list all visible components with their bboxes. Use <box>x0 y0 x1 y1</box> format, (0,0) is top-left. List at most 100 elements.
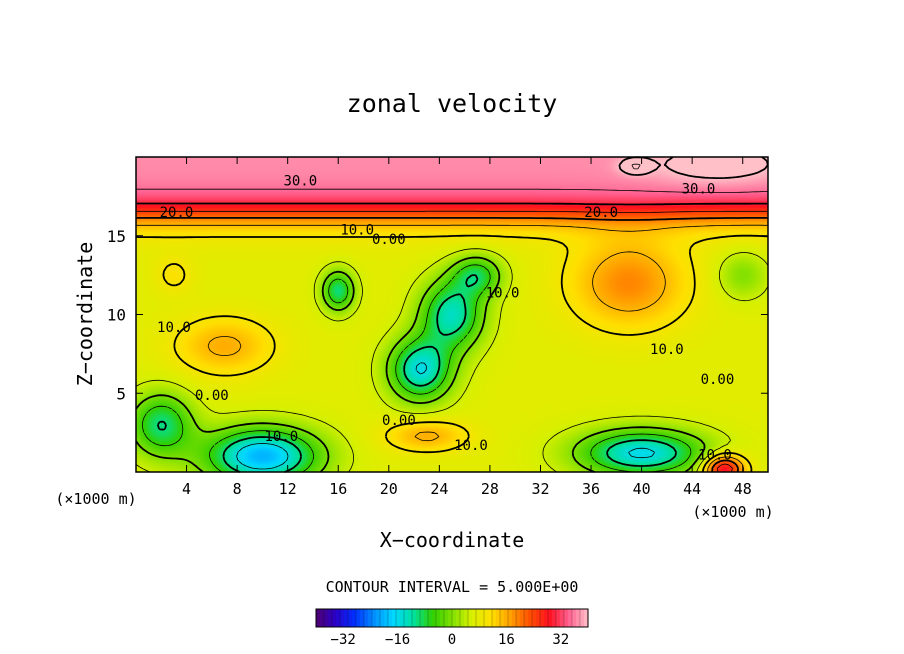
x-tick-label: 28 <box>481 480 499 498</box>
colorbar-cell <box>528 609 533 627</box>
colorbar-cell <box>536 609 541 627</box>
colorbar-cell <box>404 609 409 627</box>
colorbar-cell <box>564 609 569 627</box>
colorbar-cell <box>560 609 565 627</box>
contour-line <box>135 234 769 473</box>
x-unit-left: (×1000 m) <box>55 490 136 508</box>
x-tick-label: 4 <box>182 480 191 498</box>
contour-label: 20.0 <box>584 205 618 221</box>
contour-line <box>136 224 768 473</box>
colorbar-cell <box>448 609 453 627</box>
colorbar-cell <box>556 609 561 627</box>
contour-labels: 30.0 30.020.0 20.010.00.0010.010.010.00.00… <box>157 174 734 464</box>
colorbar-cell <box>552 609 557 627</box>
colorbar-cell <box>580 609 585 627</box>
colorbar-cell <box>432 609 437 627</box>
x-tick-label: 24 <box>430 480 448 498</box>
x-tick-label: 44 <box>683 480 701 498</box>
colorbar-cell <box>436 609 441 627</box>
contour-label: 10.0 <box>340 222 374 238</box>
colorbar-cell <box>516 609 521 627</box>
contour-line <box>136 188 769 193</box>
contour-label: 0.00 <box>701 372 735 388</box>
colorbar-cell <box>548 609 553 627</box>
colorbar-cell <box>376 609 381 627</box>
colorbar-tick-label: 0 <box>448 632 456 648</box>
contour-line <box>142 264 692 473</box>
colorbar-cell <box>316 609 321 627</box>
x-axis-label: X−coordinate <box>380 528 525 552</box>
colorbar-cell <box>468 609 473 627</box>
contour-label: 10.0 <box>157 320 191 336</box>
colorbar-cell <box>540 609 545 627</box>
colorbar-cell <box>384 609 389 627</box>
colorbar-cell <box>444 609 449 627</box>
colorbar-cell <box>416 609 421 627</box>
contour-line <box>135 256 706 473</box>
colorbar-cell <box>524 609 529 627</box>
colorbar-cell <box>488 609 493 627</box>
colorbar-cell <box>500 609 505 627</box>
colorbar-cell <box>324 609 329 627</box>
colorbar-cell <box>440 609 445 627</box>
colorbar-cell <box>464 609 469 627</box>
y-tick-label: 15 <box>107 227 126 246</box>
y-axis-label: Z−coordinate <box>73 242 97 387</box>
colorbar-cell <box>472 609 477 627</box>
colorbar-cell <box>504 609 509 627</box>
colorbar-cell <box>492 609 497 627</box>
contour-label: 0.00 <box>372 232 406 248</box>
x-tick-label: 16 <box>329 480 347 498</box>
colorbar-cell <box>400 609 405 627</box>
colorbar-cell <box>544 609 549 627</box>
contour-line <box>136 202 768 206</box>
x-tick-label: 40 <box>633 480 651 498</box>
colorbar-cell <box>512 609 517 627</box>
velocity-field <box>136 157 768 472</box>
contour-line <box>236 362 655 470</box>
colorbar-cell <box>392 609 397 627</box>
contour-label: 10.0 <box>454 438 488 454</box>
colorbar-cell <box>480 609 485 627</box>
colorbar-cell <box>520 609 525 627</box>
colorbar-cell <box>584 609 589 627</box>
contour-label: 30.0 <box>283 174 317 190</box>
colorbar-tick-label: 16 <box>498 632 515 648</box>
colorbar-cell <box>496 609 501 627</box>
colorbar-cell <box>568 609 573 627</box>
contour-label: 10.0 <box>265 429 299 445</box>
chart-title: zonal velocity <box>347 89 558 118</box>
colorbar-cell <box>372 609 377 627</box>
colorbar-cell <box>364 609 369 627</box>
colorbar-cell <box>380 609 385 627</box>
colorbar-cell <box>576 609 581 627</box>
contour-label: 20.0 <box>160 205 194 221</box>
colorbar-cell <box>424 609 429 627</box>
colorbar-tick-label: −32 <box>331 632 356 648</box>
contour-interval-text: CONTOUR INTERVAL = 5.000E+00 <box>326 578 579 596</box>
contour-label: 0.00 <box>195 388 229 404</box>
colorbar-cell <box>412 609 417 627</box>
colorbar-labels: −32 −16 0 16 32 <box>331 632 570 648</box>
colorbar-cell <box>360 609 365 627</box>
contour-label: 10.0 <box>650 342 684 358</box>
x-tick-label: 36 <box>582 480 600 498</box>
colorbar-cell <box>532 609 537 627</box>
x-axis-ticks: 4 8 12 16 20 24 28 32 36 40 44 48 <box>182 157 752 498</box>
plot-area <box>136 157 768 472</box>
contour-line <box>136 210 768 473</box>
colorbar-cell <box>484 609 489 627</box>
colorbar-tick-label: 32 <box>552 632 569 648</box>
colorbar-cell <box>336 609 341 627</box>
colorbar-cell <box>476 609 481 627</box>
contour-label: 10.0 <box>486 285 520 301</box>
x-tick-label: 20 <box>380 480 398 498</box>
x-tick-label: 8 <box>233 480 242 498</box>
colorbar-cell <box>356 609 361 627</box>
colorbar-cell <box>320 609 325 627</box>
colorbar-cell <box>572 609 577 627</box>
colorbar-frame <box>315 608 589 628</box>
contour-line <box>631 163 641 170</box>
colorbar-cell <box>456 609 461 627</box>
